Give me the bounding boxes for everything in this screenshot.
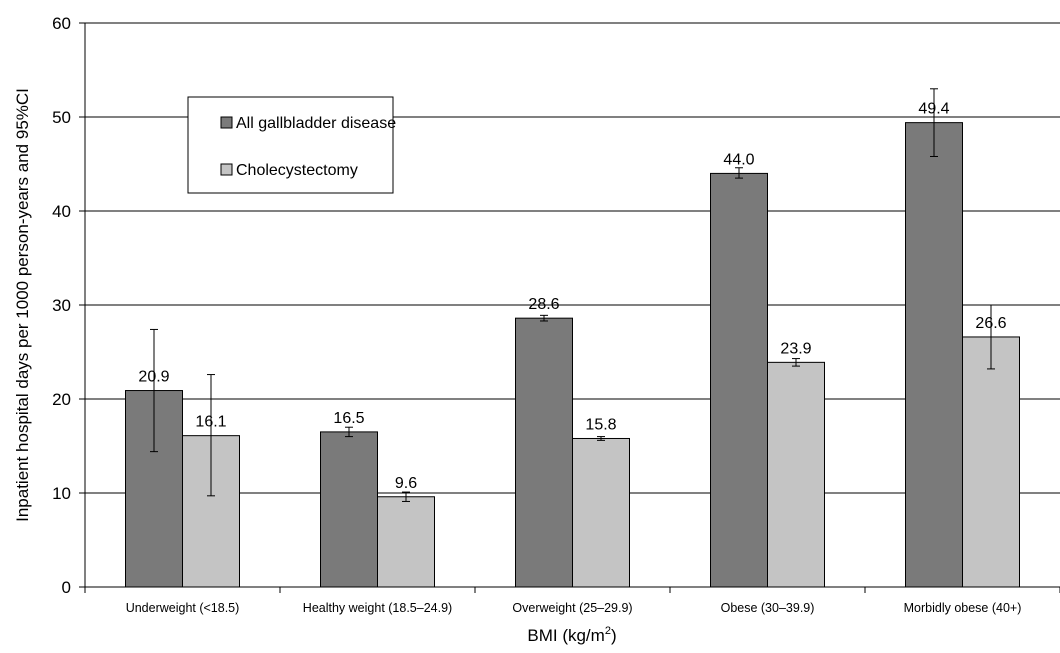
- data-label: 9.6: [395, 475, 417, 492]
- x-axis-title-superscript: 2: [605, 625, 611, 637]
- x-tick-label: Underweight (<18.5): [126, 601, 240, 615]
- y-tick-label: 60: [52, 14, 71, 33]
- y-tick-label: 30: [52, 296, 71, 315]
- data-label: 16.1: [195, 414, 226, 431]
- y-tick-label: 10: [52, 484, 71, 503]
- bar-all-gallbladder-disease: [905, 122, 963, 588]
- x-axis-title: BMI (kg/m2): [527, 625, 616, 645]
- legend-box: [187, 96, 394, 194]
- y-axis: 0 10 20 30 40 50 60: [52, 14, 86, 597]
- data-label: 23.9: [780, 340, 811, 357]
- y-tick-label: 20: [52, 390, 71, 409]
- legend-label-all-gallbladder-disease: All gallbladder disease: [236, 115, 396, 132]
- legend-swatch-all-gallbladder-disease: [220, 116, 233, 129]
- bar-all-gallbladder-disease: [515, 317, 573, 588]
- x-tick-label: Morbidly obese (40+): [904, 601, 1022, 615]
- x-axis-title-suffix: ): [611, 626, 617, 645]
- data-label: 20.9: [138, 369, 169, 386]
- bars: 20.9 16.1 16.5 9.6 28.6 15.8 44.0 23.9 49.4 26.6: [125, 88, 1020, 588]
- data-label: 28.6: [528, 296, 559, 313]
- x-axis: Underweight (<18.5) Healthy weight (18.5–…: [84, 586, 1060, 615]
- y-axis-title: Inpatient hospital days per 1000 person-…: [13, 88, 32, 522]
- bar-cholecystectomy: [572, 437, 630, 588]
- data-label: 15.8: [585, 416, 616, 433]
- y-tick-label: 40: [52, 202, 71, 221]
- x-axis-title-main: BMI (kg/m: [527, 626, 604, 645]
- x-tick-label: Obese (30–39.9): [721, 601, 815, 615]
- data-label: 49.4: [918, 101, 949, 118]
- bar-cholecystectomy: [962, 336, 1020, 588]
- x-tick-label: Overweight (25–29.9): [512, 601, 632, 615]
- bar-all-gallbladder-disease: [320, 431, 378, 588]
- legend: All gallbladder disease Cholecystectomy: [187, 96, 396, 194]
- legend-swatch-cholecystectomy: [220, 163, 233, 176]
- x-tick-label: Healthy weight (18.5–24.9): [303, 601, 452, 615]
- data-label: 44.0: [723, 151, 754, 168]
- bar-cholecystectomy: [377, 496, 435, 588]
- data-label: 26.6: [975, 315, 1006, 332]
- data-label: 16.5: [333, 410, 364, 427]
- y-tick-label: 0: [62, 578, 71, 597]
- y-tick-label: 50: [52, 108, 71, 127]
- legend-label-cholecystectomy: Cholecystectomy: [236, 162, 358, 179]
- bar-all-gallbladder-disease: [710, 172, 768, 588]
- bar-cholecystectomy: [767, 361, 825, 588]
